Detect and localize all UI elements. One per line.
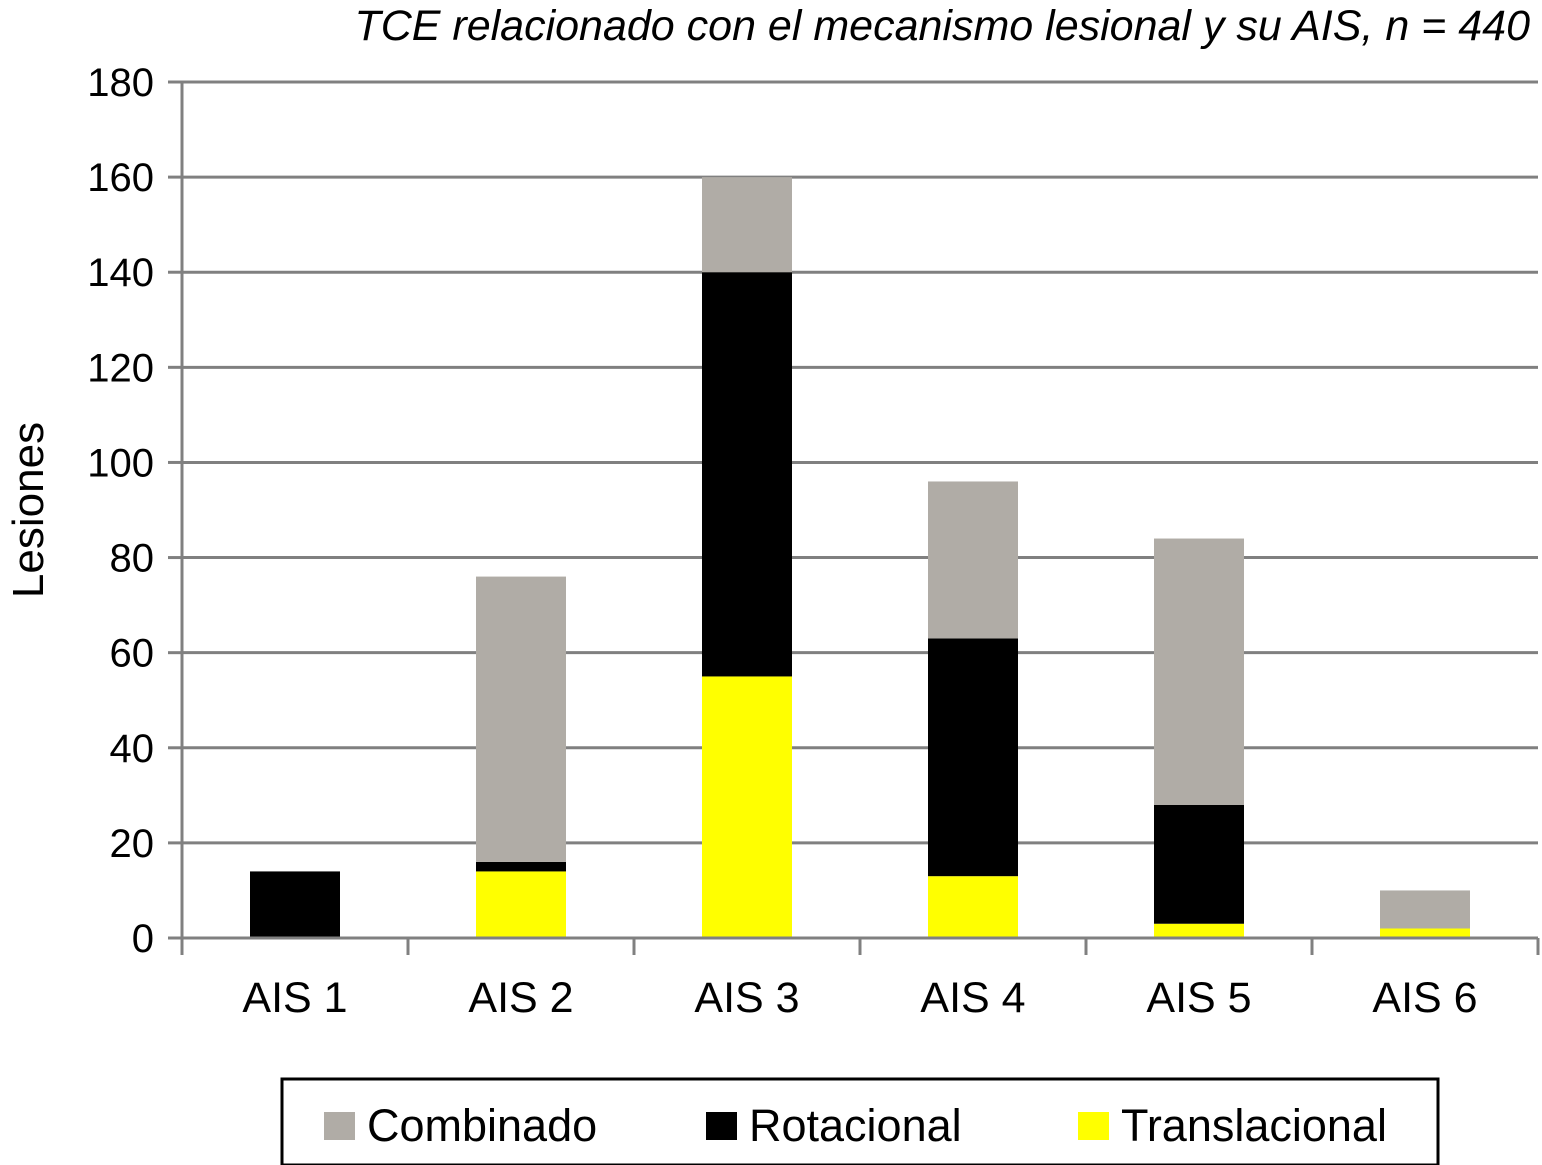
legend-swatch-translacional xyxy=(1078,1112,1109,1140)
x-tick-label: AIS 2 xyxy=(468,974,573,1022)
y-tick-label: 20 xyxy=(110,822,155,866)
y-tick-labels: 0 20 40 60 80 100 120 140 160 180 xyxy=(87,61,154,961)
bar-segment-translacional-ais-3 xyxy=(702,676,792,938)
bar-segment-rotacional-ais-4 xyxy=(928,638,1018,877)
bar-segment-combinado-ais-2 xyxy=(476,576,566,862)
y-tick-label: 40 xyxy=(110,727,155,771)
x-tick-label: AIS 5 xyxy=(1146,974,1251,1022)
bar-segment-translacional-ais-4 xyxy=(928,876,1018,938)
y-tick-label: 180 xyxy=(87,61,154,105)
bar-segment-rotacional-ais-1 xyxy=(250,871,340,938)
x-tick-labels: AIS 1 AIS 2 AIS 3 AIS 4 AIS 5 AIS 6 xyxy=(242,974,1477,1022)
chart-title: TCE relacionado con el mecanismo lesiona… xyxy=(354,2,1530,50)
bar-segment-rotacional-ais-2 xyxy=(476,861,566,872)
legend-label-translacional: Translacional xyxy=(1121,1100,1387,1151)
bar-segment-rotacional-ais-3 xyxy=(702,272,792,677)
bar-segment-combinado-ais-6 xyxy=(1380,890,1470,929)
y-axis-label: Lesiones xyxy=(4,422,53,598)
legend-box xyxy=(280,1077,1440,1165)
legend-swatch-rotacional xyxy=(706,1112,737,1140)
x-tick-label: AIS 6 xyxy=(1372,974,1477,1022)
y-tick-label: 120 xyxy=(87,346,154,390)
legend-label-combinado: Combinado xyxy=(367,1100,597,1151)
y-tick-label: 0 xyxy=(132,917,154,961)
legend: Combinado Rotacional Translacional xyxy=(280,1077,1440,1165)
x-tick-label: AIS 1 xyxy=(242,974,347,1022)
x-tick-label: AIS 4 xyxy=(920,974,1025,1022)
axes xyxy=(168,80,1540,955)
gridlines xyxy=(182,80,1538,845)
bars xyxy=(250,177,1470,938)
bar-segment-translacional-ais-2 xyxy=(476,871,566,938)
bar-segment-combinado-ais-5 xyxy=(1154,538,1244,805)
y-tick-label: 160 xyxy=(87,156,154,200)
legend-label-rotacional: Rotacional xyxy=(749,1100,962,1151)
bar-segment-translacional-ais-5 xyxy=(1154,923,1244,938)
bar-segment-rotacional-ais-5 xyxy=(1154,804,1244,924)
legend-swatch-combinado xyxy=(324,1112,355,1140)
y-tick-label: 140 xyxy=(87,251,154,295)
x-tick-label: AIS 3 xyxy=(694,974,799,1022)
bar-segment-combinado-ais-4 xyxy=(928,481,1018,639)
y-tick-label: 100 xyxy=(87,441,154,485)
bar-segment-combinado-ais-3 xyxy=(702,177,792,273)
bar-segment-translacional-ais-6 xyxy=(1380,928,1470,938)
y-tick-label: 60 xyxy=(110,632,155,676)
y-tick-label: 80 xyxy=(110,537,155,581)
